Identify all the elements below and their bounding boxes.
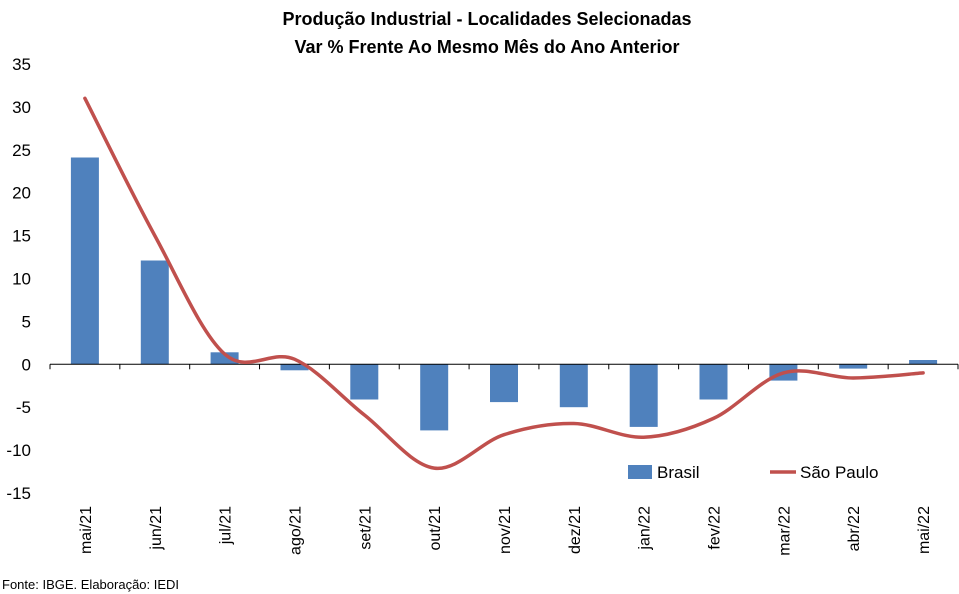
x-tick-label: jan/22 [637, 506, 654, 551]
y-tick-label: 15 [12, 227, 31, 246]
legend-swatch-brasil [628, 465, 652, 479]
bar-brasil [699, 364, 728, 400]
bar-brasil [420, 364, 449, 431]
bar-brasil [280, 364, 309, 371]
sao-paulo-line [83, 96, 925, 470]
x-tick-label: set/21 [357, 506, 374, 550]
x-tick-label: mai/22 [916, 506, 933, 554]
x-tick-label: jul/21 [218, 506, 235, 545]
bar-brasil [629, 364, 658, 427]
x-tick-label: ago/21 [287, 506, 304, 555]
bar-brasil [350, 364, 379, 400]
x-tick-label: mar/22 [776, 506, 793, 556]
bar-brasil [210, 352, 239, 365]
y-tick-label: 20 [12, 184, 31, 203]
legend-label-sao-paulo: São Paulo [800, 463, 878, 482]
y-tick-label: -5 [16, 398, 31, 417]
y-tick-label: 30 [12, 98, 31, 117]
legend: Brasil São Paulo [628, 463, 878, 482]
y-tick-label: 10 [12, 270, 31, 289]
x-tick-label: fev/22 [707, 506, 724, 550]
chart-title: Produção Industrial - Localidades Seleci… [282, 9, 691, 29]
brasil-bars [70, 157, 938, 431]
x-tick-label: dez/21 [567, 506, 584, 554]
chart-subtitle: Var % Frente Ao Mesmo Mês do Ano Anterio… [294, 37, 679, 57]
bar-brasil [909, 360, 938, 365]
y-tick-label: -15 [6, 484, 31, 503]
source-note: Fonte: IBGE. Elaboração: IEDI [2, 577, 179, 592]
y-axis: 35 30 25 20 15 10 5 0 -5 -10 -15 [6, 55, 31, 503]
legend-label-brasil: Brasil [657, 463, 700, 482]
x-tick-label: abr/22 [846, 506, 863, 551]
x-tick-label: out/21 [427, 506, 444, 551]
bar-brasil [839, 364, 868, 369]
y-tick-label: 0 [22, 355, 31, 374]
x-tick-label: nov/21 [497, 506, 514, 554]
y-tick-label: 35 [12, 55, 31, 74]
x-tick-label: jun/21 [148, 506, 165, 551]
x-axis: mai/21 jun/21 jul/21 ago/21 set/21 out/21 nov/… [49, 364, 959, 556]
y-tick-label: 25 [12, 141, 31, 160]
y-tick-label: 5 [22, 312, 31, 331]
x-tick-label: mai/21 [78, 506, 95, 554]
bar-brasil [70, 157, 99, 365]
y-tick-label: -10 [6, 441, 31, 460]
bar-brasil [490, 364, 518, 403]
bar-brasil [140, 260, 169, 365]
bar-brasil [559, 364, 588, 408]
